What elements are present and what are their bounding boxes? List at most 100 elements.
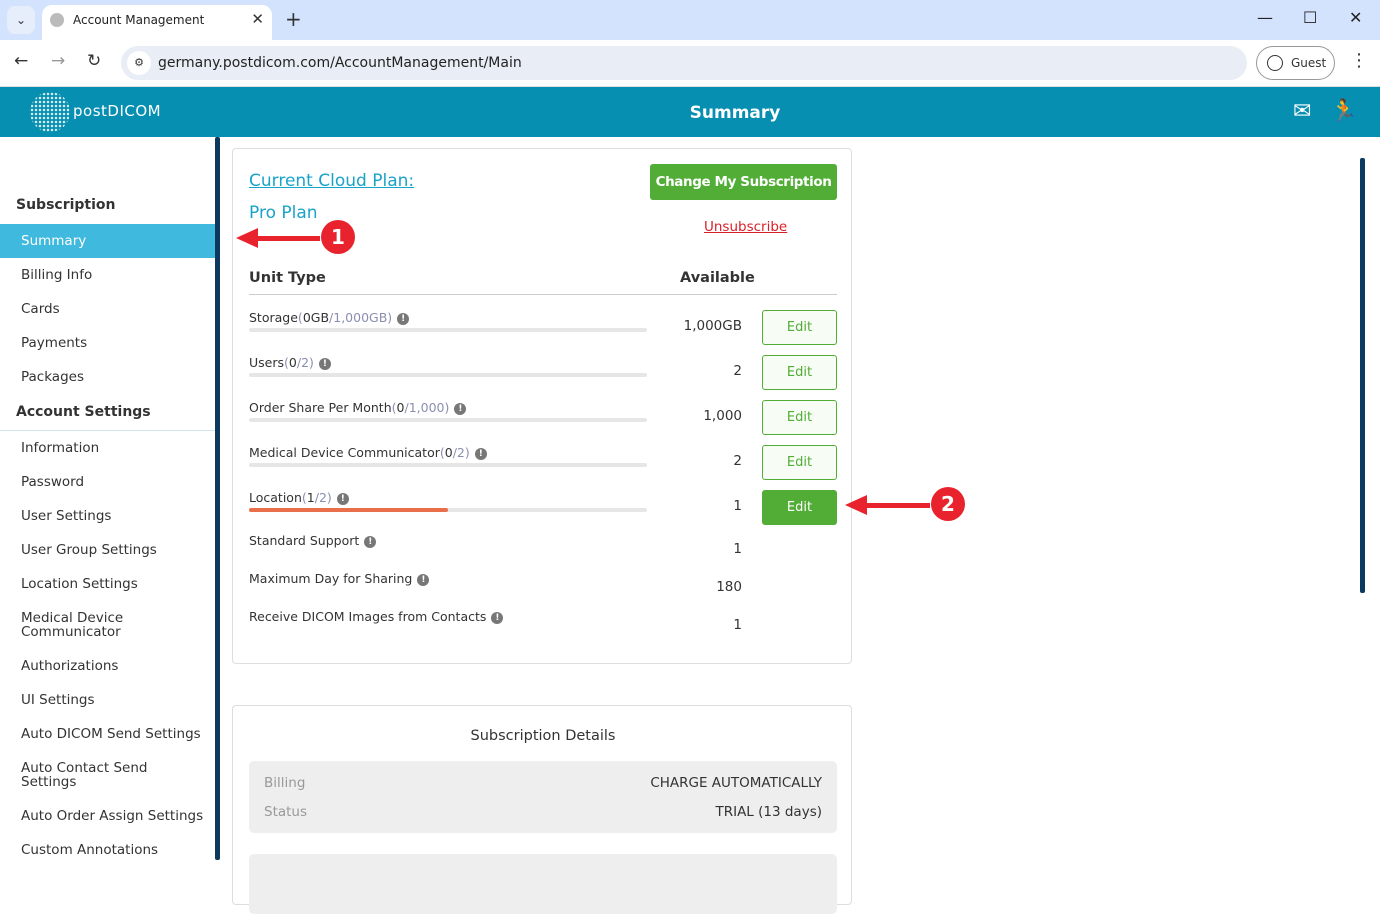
unit-name: Order Share Per Month [249,400,392,415]
address-bar: ← → ↻ ⚙ germany.postdicom.com/AccountMan… [0,40,1380,87]
unit-used: 0 [288,355,297,370]
details-row-status: Status TRIAL (13 days) [264,804,822,820]
info-icon[interactable]: ! [474,448,487,460]
sidebar-item-custom-annotations[interactable]: Custom Annotations [21,842,159,858]
annotation-badge-2: 2 [931,487,965,521]
unit-label: Users(0/2)! [249,355,331,370]
unit-available: 2 [733,363,742,379]
current-cloud-plan-link[interactable]: Current Cloud Plan: [249,171,415,191]
close-window-icon[interactable]: ✕ [1349,8,1363,27]
unit-total: 2 [318,490,327,505]
sidebar-item-information[interactable]: Information [21,440,100,456]
arrowhead-icon [236,228,258,248]
unit-used: 0GB [302,310,330,325]
sidebar-item-billing-info[interactable]: Billing Info [21,267,93,283]
info-icon[interactable]: ! [318,358,331,370]
sidebar-item-password[interactable]: Password [21,474,85,490]
unit-row: Location(1/2)! 1 Edit [249,490,837,530]
unit-row: Maximum Day for Sharing! 180 [249,571,837,611]
sidebar-item-location-settings[interactable]: Location Settings [21,576,138,592]
unit-total: 1,000GB [333,310,388,325]
info-icon[interactable]: ! [336,493,349,505]
sidebar-item-user-group-settings[interactable]: User Group Settings [21,542,157,558]
browser-tab[interactable]: Account Management ✕ [42,5,272,40]
info-icon[interactable]: ! [364,536,377,548]
info-icon[interactable]: ! [454,403,467,415]
unit-total: 2 [301,355,310,370]
sidebar-item-user-settings[interactable]: User Settings [21,508,112,524]
unit-name: Medical Device Communicator [249,445,440,460]
unit-label: Location(1/2)! [249,490,349,505]
url-text: germany.postdicom.com/AccountManagement/… [158,55,522,71]
plan-name: Pro Plan [249,203,318,223]
subscription-details-card: Subscription Details Billing CHARGE AUTOM… [232,705,852,914]
minimize-icon[interactable]: — [1257,8,1273,27]
unit-row: Users(0/2)! 2 Edit [249,355,837,395]
sidebar-item-ui-settings[interactable]: UI Settings [21,692,95,708]
announcement-icon[interactable]: ✉ [1293,99,1312,124]
unit-row: Medical Device Communicator(0/2)! 2 Edit [249,445,837,485]
forward-icon[interactable]: → [51,51,66,71]
unit-name: Storage [249,310,298,325]
edit-button[interactable]: Edit [762,310,837,345]
tab-search-chevron-icon[interactable]: ⌄ [7,6,35,34]
unit-available: 1 [733,617,742,633]
annotation-badge-1: 1 [321,220,355,254]
maximize-icon[interactable]: ☐ [1303,8,1318,27]
details-row-billing: Billing CHARGE AUTOMATICALLY [264,775,822,791]
unit-row: Standard Support! 1 [249,533,837,573]
scrollbar-thumb[interactable] [1360,158,1365,593]
sidebar-item-auto-order-assign-settings[interactable]: Auto Order Assign Settings [21,808,204,824]
unit-label: Receive DICOM Images from Contacts! [249,609,504,624]
edit-button[interactable]: Edit [762,400,837,435]
unit-available: 1,000 [703,408,742,424]
unit-available: 2 [733,453,742,469]
profile-button[interactable]: Guest [1256,46,1335,80]
sidebar-item-auto-contact-send-settings[interactable]: Auto Contact Send Settings [21,760,148,790]
sidebar-item-label: Summary [21,233,87,249]
unit-label: Standard Support! [249,533,377,548]
unit-used: 0 [444,445,453,460]
info-icon[interactable]: ! [491,612,504,624]
reload-icon[interactable]: ↻ [87,51,102,71]
unit-available: 1,000GB [683,318,742,334]
change-subscription-button[interactable]: Change My Subscription [650,164,837,200]
sidebar-item-summary[interactable]: Summary [0,224,215,258]
sidebar-item-payments[interactable]: Payments [21,335,88,351]
close-tab-icon[interactable]: ✕ [251,10,264,28]
logout-icon[interactable]: 🏃 [1330,99,1358,124]
sidebar-item-authorizations[interactable]: Authorizations [21,658,119,674]
divider [0,430,215,431]
unit-used: 1 [306,490,315,505]
unit-row: Storage(0GB/1,000GB)! 1,000GB Edit [249,310,837,350]
postdicom-logo-icon [30,92,70,132]
subscription-details-title: Subscription Details [470,728,616,744]
sidebar-item-auto-dicom-send-settings[interactable]: Auto DICOM Send Settings [21,726,201,742]
sidebar: Subscription Summary Billing Info Cards … [0,137,215,880]
sidebar-scrollbar[interactable] [215,137,220,860]
menu-icon[interactable]: ⋮ [1350,50,1368,71]
edit-button[interactable]: Edit [762,355,837,390]
unit-name: Maximum Day for Sharing [249,571,413,586]
sidebar-item-medical-device-communicator[interactable]: Medical Device Communicator [21,610,124,640]
new-tab-icon[interactable]: + [285,7,302,31]
info-icon[interactable]: ! [397,313,410,325]
info-icon[interactable]: ! [417,574,430,586]
logo-text[interactable]: postDICOM [73,102,162,120]
unit-total: 2 [456,445,465,460]
unsubscribe-link[interactable]: Unsubscribe [704,219,788,235]
url-field[interactable]: ⚙ germany.postdicom.com/AccountManagemen… [121,46,1247,80]
details-key: Status [264,804,308,820]
back-icon[interactable]: ← [14,51,29,71]
unit-used: 0 [396,400,405,415]
edit-button[interactable]: Edit [762,445,837,480]
browser-tab-bar: ⌄ Account Management ✕ + — ☐ ✕ [0,0,1380,40]
edit-button[interactable]: Edit [762,490,837,525]
usage-bar [249,373,647,377]
unit-available: 1 [733,498,742,514]
site-settings-icon[interactable]: ⚙ [127,51,151,75]
page-scrollbar[interactable] [1358,148,1366,866]
sidebar-item-cards[interactable]: Cards [21,301,60,317]
sidebar-item-packages[interactable]: Packages [21,369,84,385]
unit-name: Standard Support [249,533,360,548]
